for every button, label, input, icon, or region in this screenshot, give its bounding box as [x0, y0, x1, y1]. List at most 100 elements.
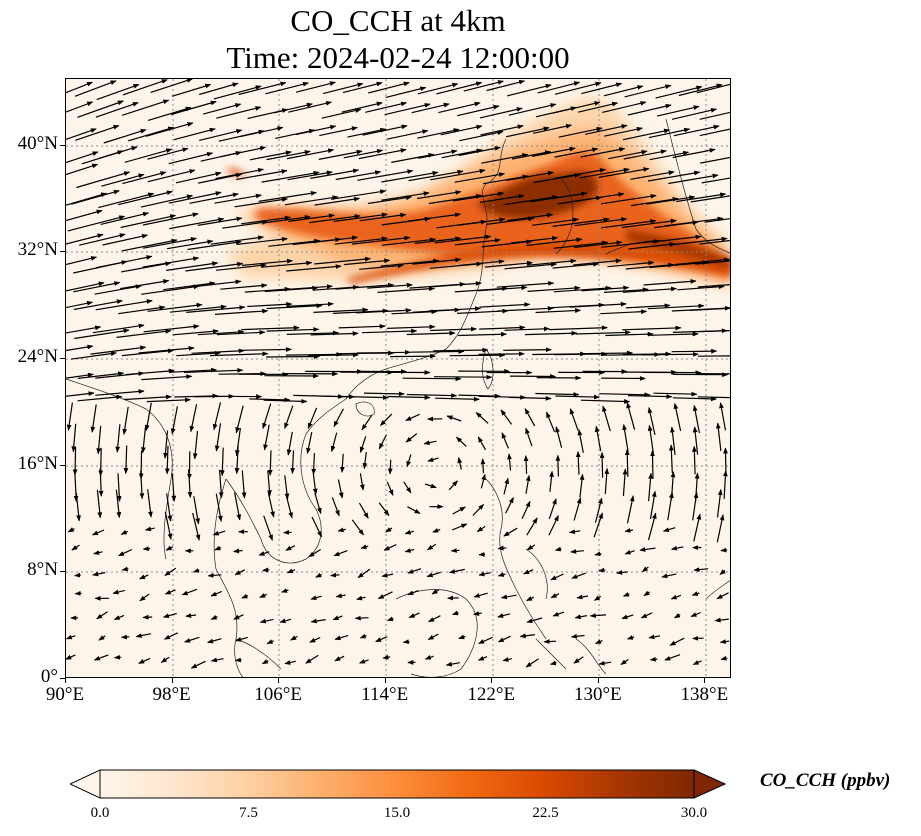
wind-arrow: [479, 194, 525, 203]
wind-arrow: [199, 82, 239, 96]
wind-arrow: [624, 84, 672, 98]
wind-arrow: [446, 415, 462, 422]
wind-arrow: [577, 101, 619, 113]
wind-arrow: [698, 330, 730, 333]
colorbar-max-extend: [693, 769, 727, 799]
wind-arrow: [386, 481, 394, 496]
wind-arrow: [309, 637, 321, 643]
wind-arrow: [164, 567, 177, 576]
wind-arrow: [120, 634, 130, 640]
wind-arrow: [122, 171, 167, 185]
wind-arrow: [66, 163, 99, 176]
wind-arrow: [169, 304, 227, 313]
wind-arrow: [548, 498, 557, 520]
wind-arrow: [459, 130, 504, 142]
wind-arrow: [593, 595, 602, 601]
wind-arrow: [526, 258, 577, 266]
wind-arrow: [507, 453, 512, 471]
wind-arrow: [77, 394, 123, 402]
x-tick-label: 90°E: [45, 684, 85, 705]
wind-arrow: [333, 550, 348, 557]
wind-arrow: [358, 502, 369, 519]
wind-arrow: [79, 233, 126, 246]
wind-arrow: [113, 654, 122, 660]
colorbar: [68, 768, 727, 800]
wind-arrow: [367, 282, 413, 289]
wind-arrow: [311, 516, 323, 538]
wind-arrow: [330, 432, 338, 453]
wind-arrow: [341, 101, 383, 113]
wind-arrow: [484, 260, 533, 268]
wind-arrow: [504, 262, 557, 270]
wind-arrow: [452, 506, 466, 515]
wind-arrow: [408, 612, 420, 619]
wind-arrow: [403, 481, 412, 494]
wind-arrow: [458, 634, 466, 640]
wind-arrow: [572, 192, 625, 203]
wind-arrow: [380, 258, 440, 267]
wind-arrow: [234, 197, 288, 208]
wind-arrow: [147, 489, 153, 518]
wind-arrow: [670, 594, 682, 600]
wind-arrow: [210, 657, 224, 663]
wind-arrow: [66, 402, 73, 431]
wind-arrow: [552, 611, 565, 617]
wind-arrow: [668, 173, 719, 185]
wind-arrow: [647, 512, 657, 541]
wind-arrow: [187, 240, 242, 251]
wind-arrow: [138, 657, 151, 664]
wind-arrow: [197, 216, 243, 226]
wind-arrow: [338, 323, 386, 329]
wind-arrow: [118, 305, 166, 315]
wind-arrow: [647, 424, 654, 454]
wind-arrow: [66, 128, 97, 141]
wind-arrow: [511, 150, 551, 160]
y-tick-label: 40°N: [17, 132, 58, 154]
wind-arrow: [459, 259, 505, 266]
wind-arrow: [214, 545, 222, 551]
wind-arrow: [503, 195, 559, 206]
wind-arrow: [391, 153, 435, 163]
wind-arrow: [73, 299, 123, 311]
wind-arrow: [507, 212, 554, 222]
wind-arrow: [473, 611, 482, 616]
wind-arrow: [532, 146, 576, 157]
wind-arrow: [407, 568, 422, 574]
wind-arrow: [385, 86, 427, 98]
wind-arrow: [261, 659, 269, 665]
wind-arrow: [359, 633, 367, 639]
wind-arrow: [116, 328, 172, 338]
wind-arrow: [543, 639, 557, 644]
wind-arrow: [508, 395, 552, 401]
wind-arrow: [214, 308, 269, 315]
wind-arrow: [458, 331, 507, 337]
wind-arrow: [172, 328, 219, 336]
wind-arrow: [96, 611, 108, 620]
wind-arrow: [247, 301, 293, 308]
wind-arrow: [359, 473, 365, 491]
wind-arrow: [343, 148, 384, 159]
wind-arrow: [486, 216, 535, 225]
wind-arrow: [120, 279, 170, 290]
wind-arrow: [648, 472, 653, 502]
wind-arrow: [234, 492, 242, 521]
wind-arrow: [672, 396, 717, 402]
wind-arrow: [218, 469, 224, 499]
wind-arrow: [570, 549, 584, 554]
wind-arrow: [385, 527, 393, 533]
wind-arrow: [234, 569, 246, 576]
wind-arrow: [558, 126, 603, 138]
wind-arrow: [321, 108, 362, 119]
wind-arrow: [168, 151, 214, 165]
wind-arrow: [286, 264, 342, 272]
wind-arrow: [624, 449, 630, 477]
wind-arrow: [169, 217, 225, 230]
wind-arrow: [219, 447, 225, 477]
wind-arrow: [140, 194, 193, 208]
wind-arrow: [435, 396, 480, 402]
x-tick-mark: [171, 678, 173, 683]
wind-arrow: [281, 588, 289, 593]
wind-arrow: [673, 124, 720, 137]
wind-arrow: [249, 150, 292, 161]
wind-arrow: [622, 592, 630, 597]
